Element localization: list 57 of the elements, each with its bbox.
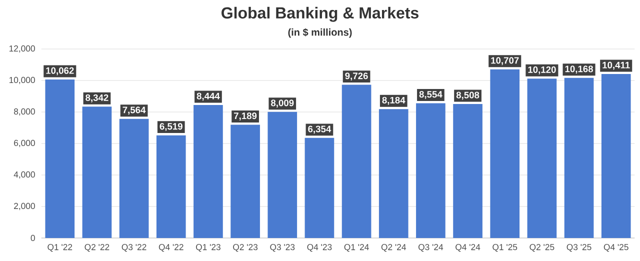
data-label: 7,189 [234, 112, 257, 120]
data-label: 6,519 [160, 123, 182, 132]
data-label: 10,120 [528, 66, 556, 74]
data-label: 10,062 [46, 67, 74, 76]
data-label: 10,411 [602, 62, 630, 70]
x-tick-label: Q1 '22 [48, 244, 72, 252]
x-tick-label: Q4 '23 [307, 244, 332, 252]
bar [490, 69, 520, 238]
data-label: 8,342 [86, 94, 108, 102]
x-tick-label: Q1 '23 [196, 244, 220, 252]
x-tick-label: Q4 '22 [158, 244, 184, 252]
y-tick-label: 0 [30, 234, 35, 242]
bar [82, 106, 112, 238]
bar [564, 78, 594, 238]
bar [527, 78, 557, 238]
x-tick-label: Q3 '23 [270, 244, 295, 252]
x-tick-label: Q1 '25 [492, 244, 518, 252]
bar [342, 84, 372, 238]
y-tick-label: 8,000 [14, 108, 35, 116]
x-tick-label: Q2 '22 [84, 244, 110, 252]
x-tick-label: Q1 '24 [344, 244, 369, 252]
bar [601, 74, 631, 238]
data-label: 7,564 [122, 106, 146, 115]
bar [119, 118, 149, 238]
chart-title: Global Banking & Markets [222, 6, 418, 22]
data-label: 6,354 [308, 126, 332, 134]
data-label: 8,009 [270, 100, 294, 108]
data-label: 8,184 [382, 96, 406, 105]
chart-subtitle: (in $ millions) [288, 28, 352, 38]
x-tick-label: Q2 '23 [233, 244, 258, 252]
data-label: 10,168 [565, 66, 593, 74]
bar [268, 112, 298, 238]
data-label: 9,726 [345, 72, 368, 81]
bar [194, 105, 223, 238]
x-tick-label: Q4 '25 [604, 244, 628, 252]
bar [304, 138, 334, 238]
x-tick-label: Q3 '24 [418, 244, 444, 252]
y-tick-label: 4,000 [14, 171, 35, 179]
y-tick-label: 6,000 [14, 140, 35, 148]
y-tick-label: 10,000 [9, 76, 35, 84]
x-tick-label: Q2 '25 [530, 244, 554, 252]
x-tick-label: Q3 '22 [122, 244, 146, 252]
data-label: 10,707 [491, 57, 519, 66]
y-tick-label: 12,000 [9, 45, 35, 53]
bar [416, 103, 446, 238]
y-tick-label: 2,000 [14, 202, 35, 210]
bar [156, 135, 186, 238]
data-label: 8,508 [456, 92, 480, 100]
bar [453, 104, 482, 238]
x-tick-label: Q4 '24 [456, 244, 480, 252]
bar [378, 109, 408, 238]
x-tick-label: Q3 '25 [566, 244, 592, 252]
data-label: 8,554 [419, 91, 442, 99]
bar [45, 80, 75, 238]
bar [230, 124, 260, 238]
x-tick-label: Q2 '24 [381, 244, 406, 252]
data-label: 8,444 [196, 92, 220, 101]
